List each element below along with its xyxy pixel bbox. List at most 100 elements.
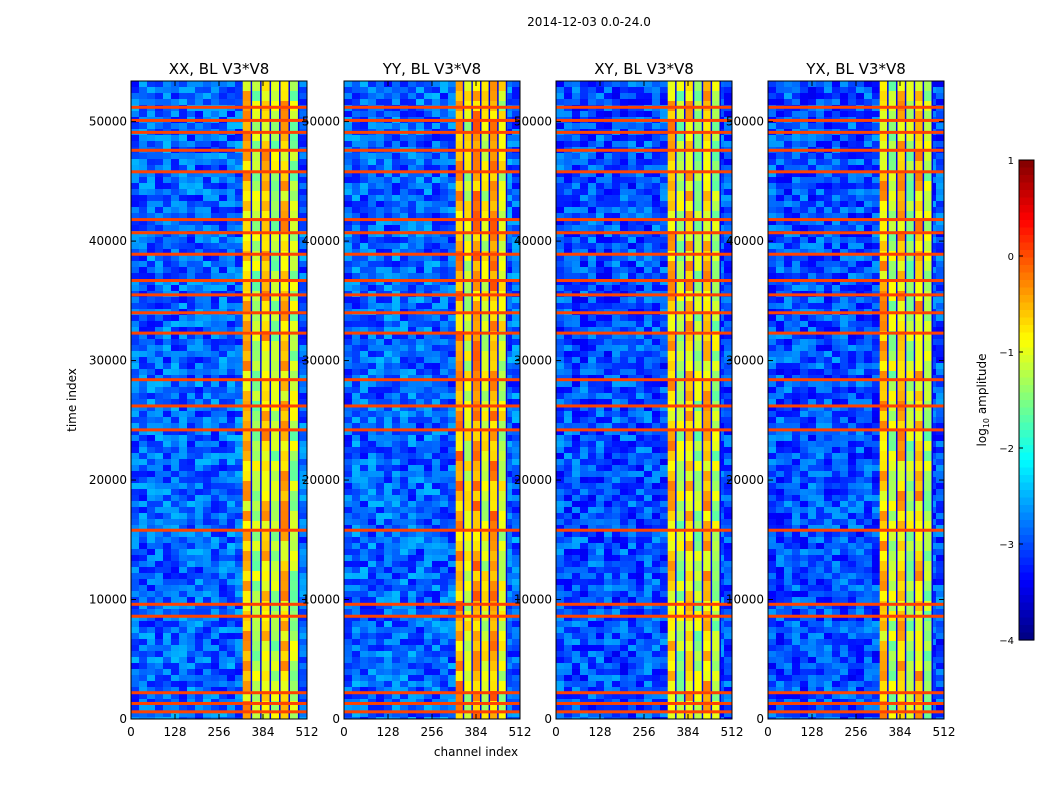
heatmap-cell [400, 597, 408, 603]
band-cell [271, 581, 281, 591]
heatmap-cell [187, 693, 195, 699]
heatmap-cell [360, 237, 368, 243]
flagged-row [131, 148, 307, 152]
heatmap-cell [147, 597, 155, 603]
heatmap-cell [131, 153, 139, 159]
heatmap-cell [195, 441, 203, 447]
heatmap-cell [440, 663, 448, 669]
band-cell [280, 661, 290, 671]
heatmap-cell [448, 159, 456, 165]
heatmap-cell [424, 513, 432, 519]
heatmap-cell [512, 591, 520, 597]
heatmap-cell [179, 393, 187, 399]
heatmap-cell [512, 87, 520, 93]
heatmap-cell [512, 339, 520, 345]
heatmap-cell [344, 321, 352, 327]
heatmap-cell [376, 663, 384, 669]
heatmap-cell [392, 423, 400, 429]
heatmap-cell [384, 123, 392, 129]
heatmap-cell [203, 453, 211, 459]
heatmap-cell [432, 651, 440, 657]
heatmap-cell [512, 453, 520, 459]
heatmap-cell [299, 183, 307, 189]
heatmap-cell [131, 495, 139, 501]
band-cell [242, 221, 253, 231]
heatmap-cell [392, 201, 400, 207]
heatmap-cell [368, 483, 376, 489]
heatmap-cell [344, 207, 352, 213]
heatmap-cell [440, 267, 448, 273]
heatmap-cell [219, 651, 227, 657]
band-cell [280, 651, 290, 661]
heatmap-cell [432, 633, 440, 639]
heatmap-cell [360, 543, 368, 549]
heatmap-cell [171, 183, 179, 189]
heatmap-cell [408, 651, 416, 657]
band-cell [242, 701, 253, 711]
heatmap-cell [235, 573, 243, 579]
band-cell [261, 431, 272, 441]
heatmap-cell [440, 615, 448, 621]
heatmap-cell [432, 363, 440, 369]
heatmap-cell [432, 201, 440, 207]
heatmap-cell [171, 483, 179, 489]
heatmap-cell [163, 453, 171, 459]
heatmap-cell [344, 591, 352, 597]
heatmap-cell [400, 627, 408, 633]
heatmap-cell [227, 285, 235, 291]
heatmap-cell [392, 507, 400, 513]
heatmap-cell [424, 477, 432, 483]
heatmap-cell [147, 537, 155, 543]
heatmap-cell [352, 537, 360, 543]
heatmap-cell [163, 111, 171, 117]
heatmap-cell [448, 537, 456, 543]
heatmap-cell [352, 219, 360, 225]
heatmap-cell [344, 381, 352, 387]
heatmap-cell [360, 549, 368, 555]
heatmap-cell [147, 513, 155, 519]
heatmap-cell [368, 165, 376, 171]
heatmap-cell [368, 423, 376, 429]
heatmap-cell [195, 345, 203, 351]
heatmap-cell [163, 339, 171, 345]
heatmap-cell [299, 651, 307, 657]
heatmap-cell [227, 333, 235, 339]
heatmap-cell [360, 555, 368, 561]
heatmap-cell [211, 417, 219, 423]
heatmap-cell [171, 651, 179, 657]
heatmap-cell [227, 645, 235, 651]
heatmap-cell [416, 171, 424, 177]
heatmap-cell [504, 333, 512, 339]
heatmap-cell [131, 297, 139, 303]
heatmap-cell [376, 639, 384, 645]
band-cell [242, 601, 253, 611]
heatmap-cell [344, 267, 352, 273]
heatmap-cell [163, 405, 171, 411]
heatmap-cell [203, 213, 211, 219]
heatmap-cell [147, 579, 155, 585]
heatmap-cell [131, 219, 139, 225]
heatmap-cell [360, 537, 368, 543]
heatmap-cell [368, 135, 376, 141]
figure-title: 2014-12-03 0.0-24.0 [527, 15, 651, 29]
heatmap-cell [179, 213, 187, 219]
heatmap-cell [512, 81, 520, 87]
heatmap-cell [344, 123, 352, 129]
heatmap-cell [187, 81, 195, 87]
heatmap-cell [139, 507, 147, 513]
heatmap-cell [504, 339, 512, 345]
band-cell [242, 681, 253, 691]
heatmap-cell [408, 639, 416, 645]
heatmap-cell [504, 93, 512, 99]
heatmap-cell [155, 639, 163, 645]
heatmap-cell [139, 675, 147, 681]
heatmap-cell [131, 189, 139, 195]
heatmap-cell [219, 183, 227, 189]
heatmap-cell [352, 471, 360, 477]
band-cell [289, 91, 300, 101]
heatmap-cell [376, 165, 384, 171]
heatmap-cell [384, 357, 392, 363]
heatmap-cell [424, 195, 432, 201]
heatmap-cell [179, 477, 187, 483]
heatmap-cell [360, 597, 368, 603]
